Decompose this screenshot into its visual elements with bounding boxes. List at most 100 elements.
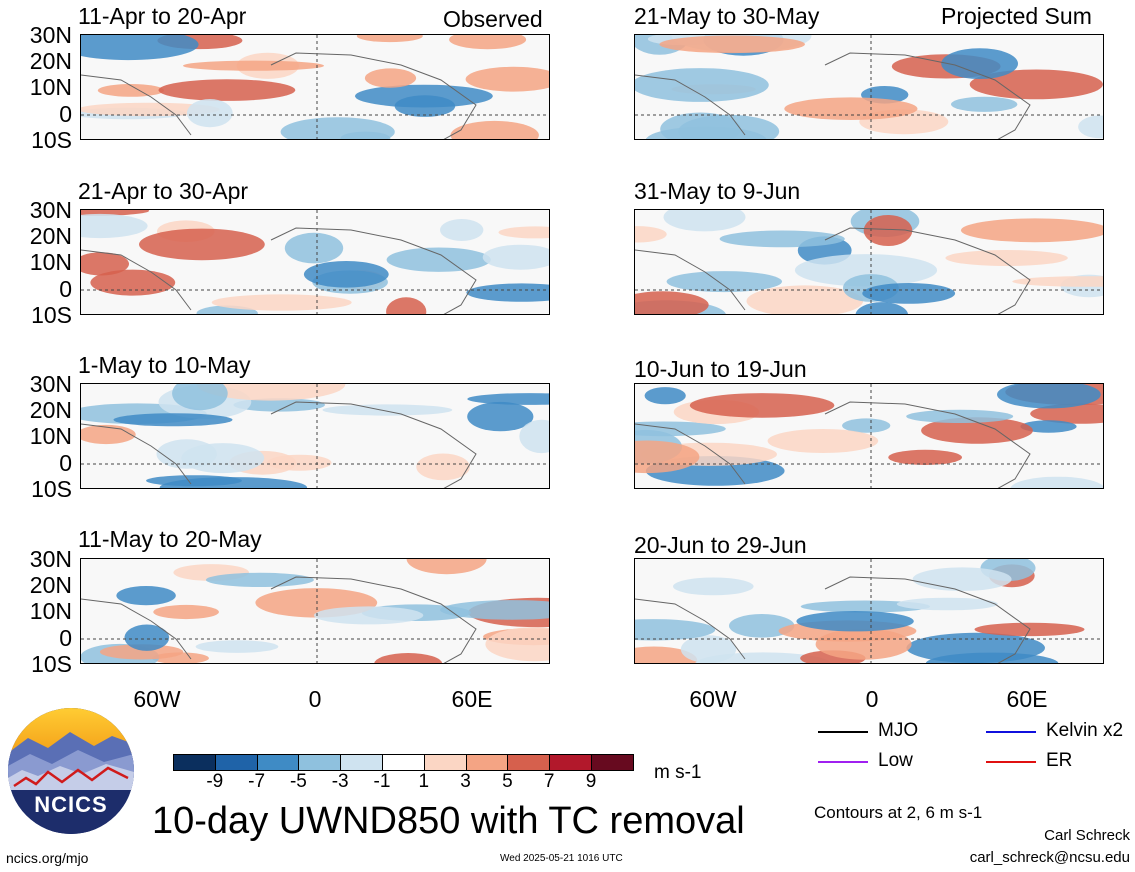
y-axis-label: 0 <box>59 101 72 127</box>
y-axis-label: 10S <box>31 127 72 153</box>
wind-anomaly-fill <box>364 68 417 88</box>
wind-anomaly-fill <box>81 252 129 276</box>
wind-anomaly-fill <box>519 419 549 454</box>
wind-anomaly-fill <box>635 619 716 641</box>
wind-anomaly-fill <box>1078 115 1103 139</box>
coastline <box>635 401 1031 488</box>
legend-label: Low <box>878 750 913 771</box>
wind-anomaly-fill <box>356 35 423 43</box>
colorbar-swatch <box>423 754 467 771</box>
panel-title: 31-May to 9-Jun <box>634 178 801 204</box>
y-axis-label: 10N <box>29 74 72 100</box>
wind-anomaly-fill <box>863 215 913 246</box>
wind-anomaly-fill <box>925 652 1059 663</box>
wind-anomaly-fill <box>406 559 487 575</box>
coastline <box>635 576 1031 663</box>
wind-anomaly-fill <box>172 384 228 411</box>
wind-anomaly-fill <box>663 210 746 232</box>
y-axis-label: 20N <box>29 572 72 598</box>
wind-anomaly-fill <box>158 79 296 101</box>
wind-anomaly-fill <box>921 417 1033 444</box>
wind-anomaly-fill <box>181 443 265 474</box>
wind-anomaly-fill <box>673 577 754 596</box>
map-panel <box>634 383 1104 489</box>
wind-anomaly-fill <box>284 232 344 264</box>
panel-title: 21-May to 30-May <box>634 3 820 29</box>
coastline <box>635 52 1031 139</box>
wind-anomaly-fill <box>416 453 470 481</box>
author: Carl Schreck <box>1044 827 1130 844</box>
colorbar-swatch <box>382 754 425 771</box>
y-axis-label: 10N <box>29 249 72 275</box>
wind-anomaly-fill <box>386 297 427 314</box>
panel-title: 1-May to 10-May <box>78 352 251 378</box>
colorbar-swatch <box>591 754 634 771</box>
y-axis-label: 10N <box>29 423 72 449</box>
wind-anomaly-fill <box>99 644 184 660</box>
wind-anomaly-fill <box>1020 420 1077 433</box>
y-axis-label: 20N <box>29 223 72 249</box>
wind-anomaly-fill <box>960 218 1103 243</box>
wind-anomaly-fill <box>466 283 549 302</box>
wind-anomaly-fill <box>465 66 549 92</box>
wind-anomaly-fill <box>635 226 667 243</box>
wind-anomaly-fill <box>666 271 782 293</box>
panel-title: 20-Jun to 29-Jun <box>634 532 807 558</box>
timestamp: Wed 2025-05-21 1016 UTC <box>500 853 623 864</box>
wind-anomaly-fill <box>183 60 324 71</box>
wind-anomaly-fill <box>969 69 1103 100</box>
wind-anomaly-fill <box>896 597 998 611</box>
panel-title: 11-May to 20-May <box>78 526 262 552</box>
colorbar-swatch <box>507 754 551 771</box>
wind-anomaly-fill <box>660 112 741 139</box>
wind-anomaly-fill <box>153 604 219 620</box>
colorbar-swatch <box>256 754 300 771</box>
map-panel <box>80 383 550 489</box>
wind-anomaly-fill <box>635 291 709 314</box>
colorbar-label: 9 <box>585 771 597 792</box>
contours-note: Contours at 2, 6 m s-1 <box>814 803 983 822</box>
wind-anomaly-fill <box>1010 476 1103 488</box>
coastline <box>635 227 1031 314</box>
wind-anomaly-fill <box>146 475 242 487</box>
colorbar-label: 5 <box>502 771 513 792</box>
wind-anomaly-fill <box>386 247 491 272</box>
legend-line-mjo <box>818 731 868 733</box>
colorbar-swatch <box>340 754 383 771</box>
map-fill <box>635 35 1103 139</box>
y-axis-label: 0 <box>59 276 72 302</box>
colorbar-label: -7 <box>248 771 266 792</box>
wind-anomaly-fill <box>1012 276 1103 287</box>
coastline <box>81 52 477 139</box>
map-panel <box>80 34 550 140</box>
legend-line-low <box>818 761 868 763</box>
wind-anomaly-fill <box>124 624 170 651</box>
y-axis-label: 30N <box>29 371 72 397</box>
panel-title: 21-Apr to 30-Apr <box>78 178 249 204</box>
wind-anomaly-fill <box>195 640 279 653</box>
colorbar-label: 7 <box>543 771 555 792</box>
map-fill <box>81 384 549 488</box>
wind-anomaly-fill <box>746 285 864 314</box>
wind-anomaly-fill <box>659 35 805 54</box>
figure-title: 10-day UWND850 with TC removal <box>152 800 745 842</box>
y-axis-label: 10S <box>31 651 72 677</box>
coastline <box>81 576 477 663</box>
wind-anomaly-fill <box>680 635 737 663</box>
wind-anomaly-fill <box>211 294 352 311</box>
wind-anomaly-fill <box>485 627 549 662</box>
wind-anomaly-fill <box>81 102 220 117</box>
colorbar-swatch <box>465 754 509 771</box>
wind-anomaly-fill <box>767 429 879 453</box>
map-fill <box>635 384 1103 488</box>
colorbar-label: -3 <box>331 771 349 792</box>
wind-anomaly-fill <box>374 653 443 663</box>
wind-anomaly-fill <box>322 404 453 416</box>
wind-anomaly-fill <box>855 302 909 314</box>
map-panel <box>634 209 1104 315</box>
wind-anomaly-fill <box>635 421 726 437</box>
coastline <box>81 401 477 488</box>
wind-anomaly-fill <box>233 398 325 412</box>
wind-anomaly-fill <box>482 244 549 270</box>
x-axis-label: 60W <box>133 686 181 712</box>
